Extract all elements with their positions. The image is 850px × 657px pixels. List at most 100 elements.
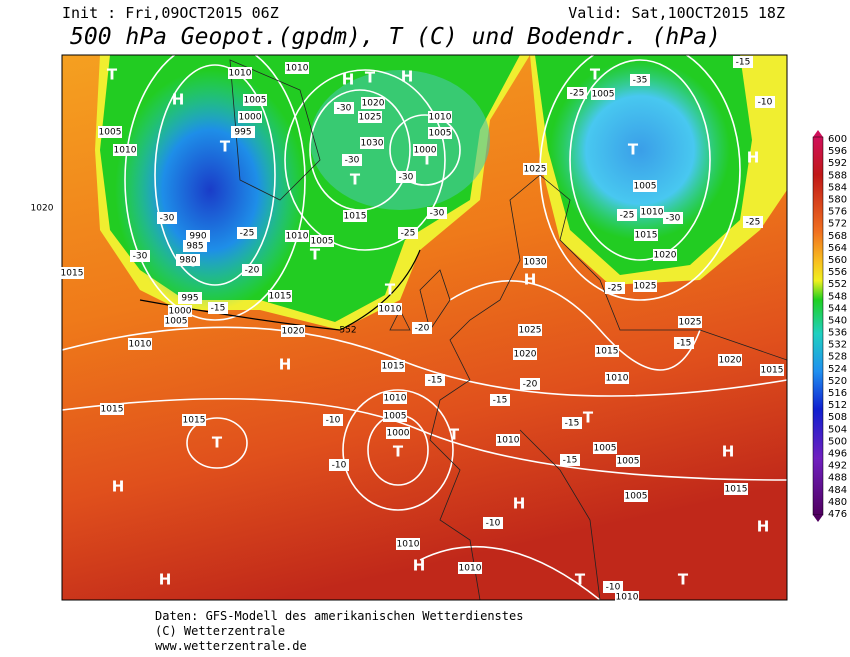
temp-label: -15 [211,304,226,314]
pressure-center: T [212,434,223,452]
isobar-label-box [640,206,664,218]
colorbar-label: 500 [828,436,847,447]
isobar-label-box [615,591,639,603]
isobar-label-box [396,538,420,550]
isobar-label-box [238,111,262,123]
isobar-label: 1010 [286,232,309,242]
isobar-label-box [168,305,192,317]
temp-label-box [208,302,228,314]
temp-label: -15 [493,396,508,406]
pressure-center: T [575,571,586,589]
isobar-label-box [383,410,407,422]
pressure-center: H [513,495,526,513]
temp-label-box [663,212,683,224]
isobar-label-box [458,562,482,574]
temp-label: -15 [563,456,578,466]
pressure-center: T [583,409,594,427]
isobar-label-box [378,303,402,315]
isobar-label: 1015 [61,269,84,279]
temp-label-box [743,216,763,228]
isobar-label: 1020 [514,350,537,360]
pressure-center: H [401,68,414,86]
temp-label-box [520,378,540,390]
temp-label-box [130,250,150,262]
isobar-label-box [523,256,547,268]
isobar-label-box [310,235,334,247]
isobar-label-box [281,325,305,337]
isobar-label-box [724,483,748,495]
isobar-label-box [760,364,784,376]
temp-label: -10 [326,416,341,426]
isobar-label: 1005 [617,457,640,467]
isobar-label-box [381,360,405,372]
isobar-label: 1010 [429,113,452,123]
colorbar-label: 496 [828,449,847,460]
isobar-label-box [268,290,292,302]
colorbar-top-arrow [813,130,823,137]
temp-label-box [617,209,637,221]
contour-552 [139,249,421,331]
isobar-label-box [285,230,309,242]
pressure-center: T [449,426,460,444]
isobar-label: 1000 [387,429,410,439]
temp-label: -30 [133,252,148,262]
temp-label-box [605,282,625,294]
temp-label: -10 [486,519,501,529]
isobar-label: 1020 [31,204,54,214]
colorbar-label: 504 [828,424,847,435]
temp-label: -30 [337,104,352,114]
isobar-label: 1015 [635,231,658,241]
isobar-label: 1010 [129,340,152,350]
isobar-label-box [231,126,255,138]
temp-label-box [398,227,418,239]
isobar-label: 1005 [592,90,615,100]
temp-label: -10 [332,461,347,471]
colorbar-label: 524 [828,364,847,375]
isobar-label: 1005 [634,182,657,192]
temp-label: -25 [570,89,585,99]
colorbar-label: 568 [828,231,847,242]
isobar-label: 1010 [286,64,309,74]
isobar-label: 1005 [244,96,267,106]
pressure-center: T [385,281,396,299]
footer-line: (C) Wetterzentrale [155,624,285,638]
isobar-label: 1015 [269,292,292,302]
isobar-label-box [523,163,547,175]
colorbar-label: 492 [828,461,847,472]
temp-label: -15 [565,419,580,429]
temp-label: -30 [345,156,360,166]
temp-label: -25 [240,229,255,239]
isobar-label-box [678,316,702,328]
isobar-label-box [183,240,207,252]
isobar-label: 1005 [165,317,188,327]
temp-label: -25 [608,284,623,294]
isobar-label-box [128,338,152,350]
isobar-label: 1010 [606,374,629,384]
isobar-label-box [30,202,54,214]
footer-line: Daten: GFS-Modell des amerikanischen Wet… [155,609,523,623]
temp-label-box [157,212,177,224]
isobar-label: 1030 [524,258,547,268]
temp-label-box [329,459,349,471]
temp-label: -10 [606,583,621,593]
isobar-label: 1010 [497,436,520,446]
colorbar-label: 532 [828,340,847,351]
pressure-center: H [757,518,770,536]
isobar-label: 1015 [344,212,367,222]
pressure-center: T [365,69,376,87]
pressure-center: T [393,443,404,461]
colorbar-label: 480 [828,497,847,508]
isobar-label-box [413,144,437,156]
contour-label: 552 [339,326,356,336]
temp-label-box [412,322,432,334]
isobar-label: 1005 [311,237,334,247]
isobar-label-box [718,354,742,366]
isobar-label: 1025 [634,282,657,292]
colorbar-label: 592 [828,158,847,169]
temp-label-box [242,264,262,276]
temp-label: -10 [758,98,773,108]
isobar-label: 995 [234,128,251,138]
isobar-label-box [164,315,188,327]
isobar-label: 1020 [362,99,385,109]
isobar-label: 1010 [114,146,137,156]
